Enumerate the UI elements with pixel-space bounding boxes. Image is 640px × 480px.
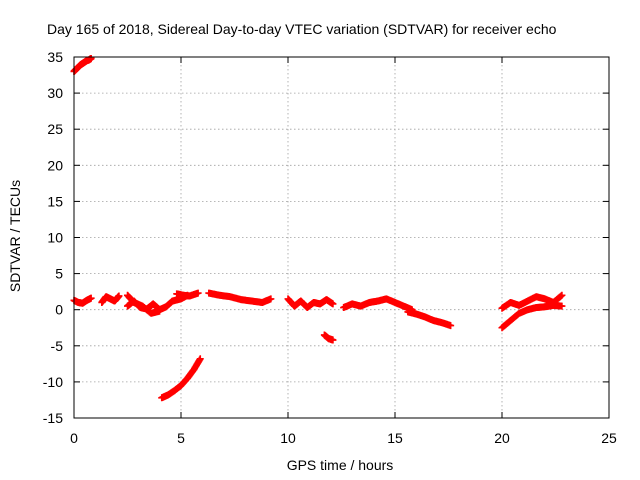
y-tick-label: 15 [47, 193, 63, 209]
y-tick-label: 20 [47, 157, 63, 173]
y-axis-label: SDTVAR / TECUs [7, 180, 23, 292]
data-point [447, 322, 455, 330]
series-arc-3 [124, 291, 164, 317]
data-point [329, 336, 337, 344]
y-tick-label: -5 [51, 338, 64, 354]
data-point [329, 300, 337, 308]
y-tick-label: 35 [47, 49, 63, 65]
plot-frame [73, 56, 610, 419]
data-point [194, 289, 202, 297]
series-arc-8 [340, 295, 416, 314]
x-tick-label: 20 [494, 430, 510, 446]
data-point [558, 302, 566, 310]
data-point [267, 295, 275, 303]
series-arc-early-low [70, 294, 95, 307]
x-tick-label: 0 [70, 430, 78, 446]
data-point [87, 294, 95, 302]
data-point [87, 54, 95, 62]
grid [74, 57, 609, 418]
series-arc-10 [498, 301, 566, 332]
y-tick-label: 25 [47, 121, 63, 137]
y-tick-label: -10 [43, 374, 63, 390]
y-tick-label: 5 [55, 266, 63, 282]
data-point [558, 291, 566, 299]
chart-title: Day 165 of 2018, Sidereal Day-to-day VTE… [47, 21, 557, 37]
y-tick-label: 30 [47, 85, 63, 101]
x-tick-label: 10 [280, 430, 296, 446]
y-tick-label: -15 [43, 410, 63, 426]
x-axis-label: GPS time / hours [287, 457, 394, 473]
axis-ticks: 0 5 10 15 20 25 -15 -10 -5 0 5 10 15 20 25 30 35 [43, 49, 617, 446]
series-arc-9 [404, 308, 455, 330]
y-tick-label: 10 [47, 230, 63, 246]
series-arc-11 [498, 291, 566, 312]
data-point [156, 307, 164, 315]
series-arc-5 [205, 289, 275, 306]
y-tick-label: 0 [55, 302, 63, 318]
series-arc-6 [284, 295, 337, 312]
x-tick-label: 5 [177, 430, 185, 446]
data-series [70, 54, 566, 402]
series-arc-early-high [70, 54, 95, 75]
data-point [115, 292, 123, 300]
x-tick-label: 25 [601, 430, 617, 446]
series-arc-1 [98, 292, 123, 306]
series-arc-neg [158, 355, 204, 402]
data-point [196, 355, 204, 363]
series-arc-4 [173, 289, 202, 300]
x-tick-label: 15 [387, 430, 403, 446]
series-arc-7 [320, 331, 337, 344]
